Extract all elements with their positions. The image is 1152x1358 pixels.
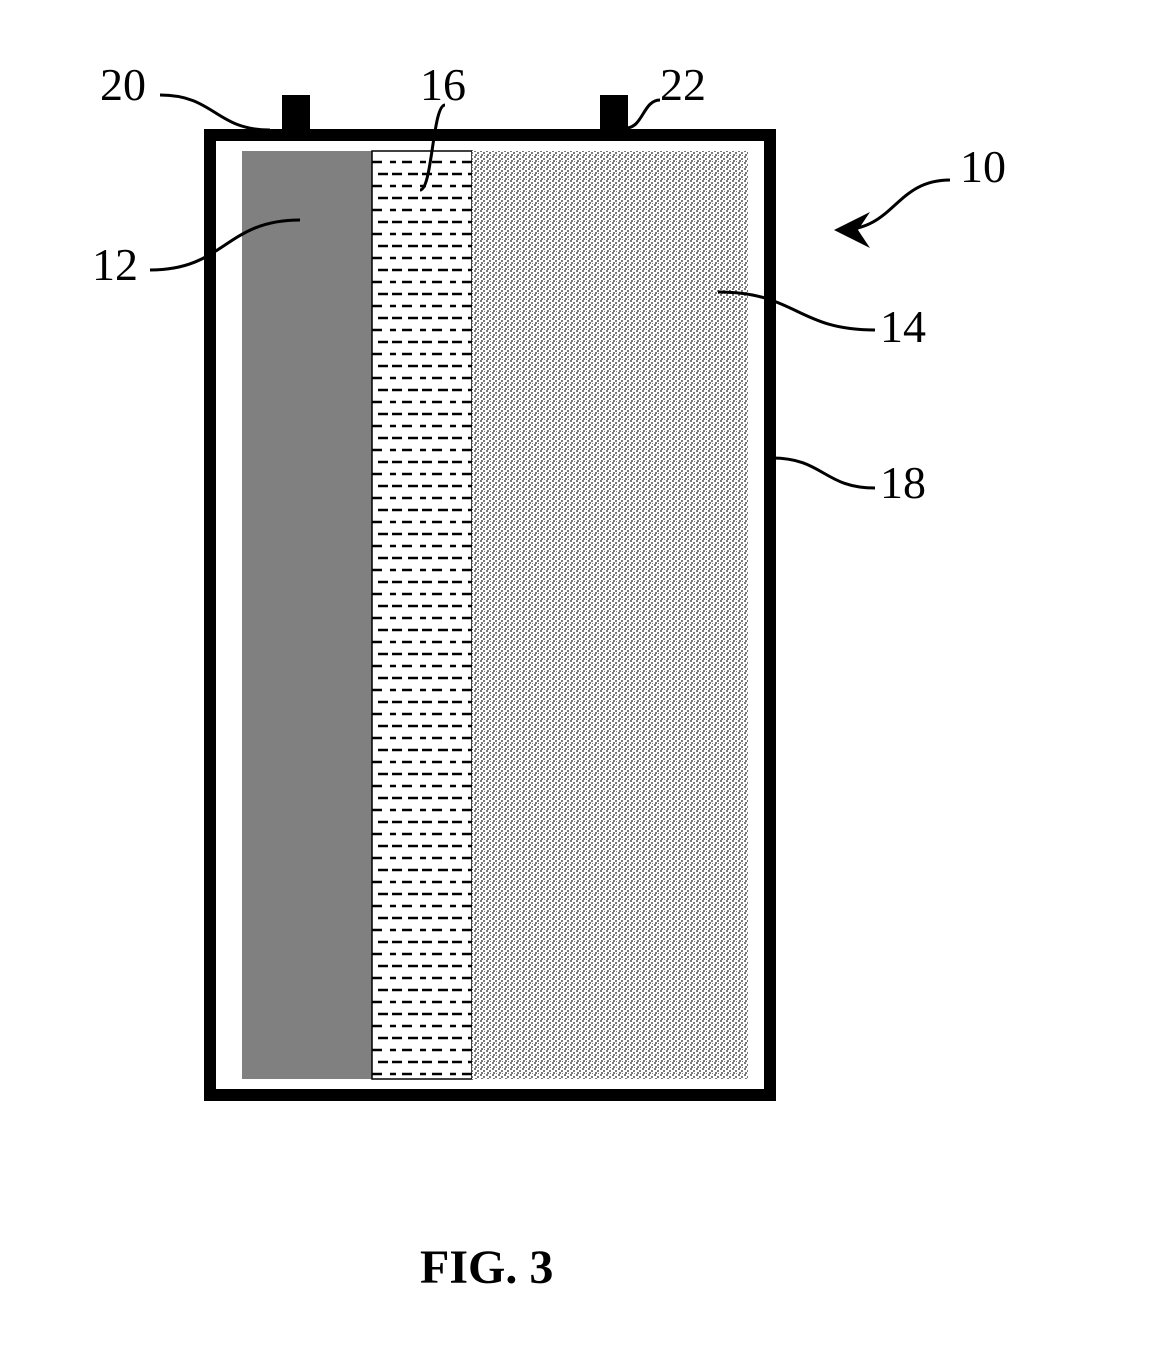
arrow-10 [840,180,950,230]
diagram-svg [0,0,1152,1358]
leader-l22 [626,100,660,128]
label-12: 12 [92,238,138,291]
leader-l18 [772,458,875,488]
layer-12 [242,151,372,1079]
figure-canvas: 20 16 22 10 12 14 18 FIG. 3 [0,0,1152,1358]
label-20: 20 [100,58,146,111]
layer-14 [472,151,748,1079]
label-16: 16 [420,58,466,111]
layer-16 [372,151,472,1079]
leader-l20 [160,95,270,130]
label-18: 18 [880,456,926,509]
figure-caption: FIG. 3 [420,1240,553,1295]
label-22: 22 [660,58,706,111]
label-10: 10 [960,140,1006,193]
label-14: 14 [880,300,926,353]
